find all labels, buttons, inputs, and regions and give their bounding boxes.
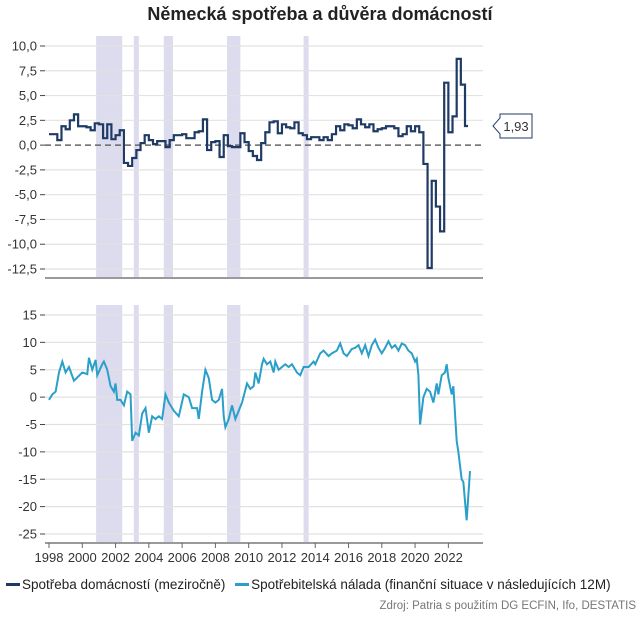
series-line-consumption xyxy=(49,57,468,270)
y-tick-label: 15 xyxy=(23,308,37,323)
y-tick-label: -2,5 xyxy=(15,162,37,177)
y-tick-label: -10 xyxy=(18,444,37,459)
y-tick-label: 2,5 xyxy=(19,113,37,128)
x-tick-label: 2022 xyxy=(434,550,463,565)
y-tick-label: -25 xyxy=(18,527,37,542)
legend: Spotřeba domácností (meziročně) Spotřebi… xyxy=(6,574,617,592)
x-tick-label: 2000 xyxy=(68,550,97,565)
x-tick-label: 2016 xyxy=(334,550,363,565)
legend-item-consumption: Spotřeba domácností (meziročně) xyxy=(6,577,225,592)
x-tick-label: 2012 xyxy=(267,550,296,565)
y-tick-label: -5,0 xyxy=(15,187,37,202)
recession-band xyxy=(96,36,123,278)
x-tick-label: 2008 xyxy=(201,550,230,565)
y-tick-label: 5,0 xyxy=(19,88,37,103)
y-tick-label: 10 xyxy=(23,335,37,350)
y-tick-label: -7,5 xyxy=(15,212,37,227)
x-tick-label: 2002 xyxy=(101,550,130,565)
x-tick-label: 2010 xyxy=(234,550,263,565)
y-tick-label: -10,0 xyxy=(7,237,37,252)
y-tick-label: 0 xyxy=(30,390,37,405)
source-note: Zdroj: Patria s použitím DG ECFIN, Ifo, … xyxy=(379,600,636,612)
last-value-label: 1,93 xyxy=(503,119,528,134)
x-tick-label: 1998 xyxy=(35,550,64,565)
y-tick-label: 10,0 xyxy=(12,39,37,54)
recession-band xyxy=(303,36,309,278)
last-value-callout xyxy=(492,113,533,139)
x-tick-label: 2018 xyxy=(367,550,396,565)
y-tick-label: -15 xyxy=(18,472,37,487)
legend-swatch xyxy=(6,583,20,586)
y-tick-label: -20 xyxy=(18,499,37,514)
x-tick-label: 2006 xyxy=(168,550,197,565)
legend-label: Spotřebitelská nálada (finanční situace … xyxy=(251,577,611,592)
y-tick-label: 5 xyxy=(30,362,37,377)
legend-swatch xyxy=(235,583,250,586)
x-tick-label: 2014 xyxy=(301,550,330,565)
recession-band xyxy=(163,36,173,278)
y-tick-label: -12,5 xyxy=(7,262,37,277)
chart-title: Německá spotřeba a důvěra domácností xyxy=(147,4,493,24)
series-line-sentiment xyxy=(48,337,471,521)
x-tick-label: 2004 xyxy=(134,550,163,565)
y-tick-label: 0,0 xyxy=(19,138,37,153)
x-tick-label: 2020 xyxy=(401,550,430,565)
legend-item-sentiment: Spotřebitelská nálada (finanční situace … xyxy=(235,577,611,592)
y-tick-label: 7,5 xyxy=(19,63,37,78)
y-tick-label: -5 xyxy=(25,417,37,432)
legend-label: Spotřeba domácností (meziročně) xyxy=(22,577,226,592)
recession-band xyxy=(227,36,241,278)
